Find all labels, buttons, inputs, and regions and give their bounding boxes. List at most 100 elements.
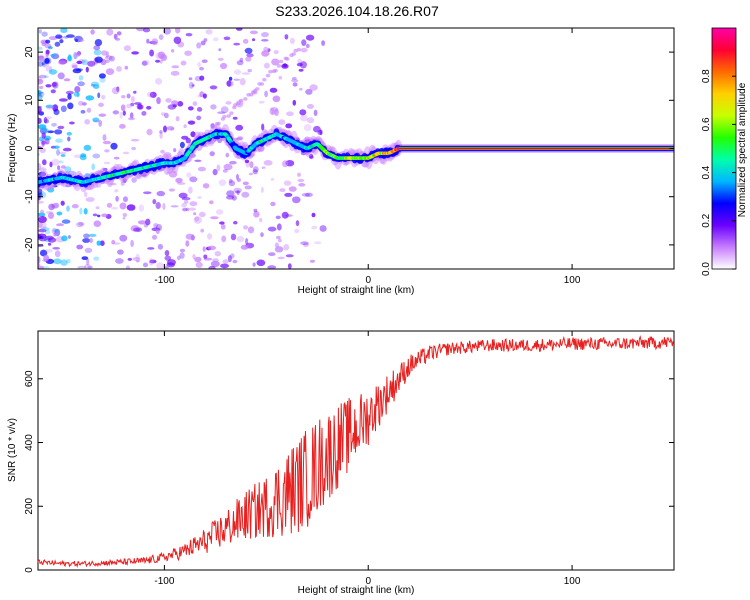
- noise-blob: [270, 107, 278, 113]
- noise-blob: [305, 88, 313, 95]
- noise-blob: [38, 74, 47, 79]
- noise-blob: [60, 154, 66, 157]
- noise-blob: [45, 235, 54, 241]
- noise-blob: [77, 265, 87, 269]
- noise-blob: [38, 61, 44, 67]
- noise-blob: [92, 153, 101, 159]
- noise-blob: [41, 62, 46, 66]
- spectrogram-y-label: Frequency (Hz): [7, 114, 18, 183]
- noise-blob: [93, 49, 102, 56]
- noise-blob: [271, 58, 280, 66]
- noise-blob: [123, 196, 128, 203]
- noise-blob: [40, 227, 50, 231]
- snr-panel: -100 0 100 0 200 400 600 Height of straight l…: [7, 330, 675, 596]
- noise-blob: [38, 93, 43, 101]
- noise-blob: [57, 72, 65, 80]
- noise-blob: [48, 212, 54, 220]
- noise-blob: [300, 241, 309, 246]
- noise-blob: [38, 163, 42, 171]
- noise-blob: [65, 184, 71, 188]
- noise-blob: [228, 76, 233, 81]
- noise-blob: [162, 202, 166, 211]
- noise-blob: [60, 200, 65, 206]
- noise-blob: [44, 58, 50, 64]
- noise-blob: [111, 87, 120, 95]
- noise-blob: [233, 221, 238, 225]
- noise-blob: [45, 84, 52, 88]
- noise-blob: [52, 247, 60, 250]
- noise-blob: [221, 235, 227, 243]
- noise-blob: [41, 132, 46, 139]
- noise-blob: [267, 226, 277, 232]
- noise-blob: [149, 91, 157, 98]
- streak-blob: [236, 101, 242, 106]
- streak-blob: [296, 47, 302, 52]
- x-tick-label: -100: [154, 576, 174, 587]
- noise-blob: [253, 208, 258, 213]
- noise-blob: [81, 102, 87, 106]
- noise-blob: [38, 29, 42, 34]
- noise-blob: [185, 233, 195, 240]
- noise-blob: [208, 265, 216, 269]
- noise-blob: [90, 29, 95, 35]
- noise-blob: [99, 240, 105, 246]
- noise-blob: [55, 138, 63, 143]
- streak-blob: [243, 97, 248, 101]
- colorbar-gradient: [711, 27, 737, 270]
- noise-blob: [245, 238, 249, 245]
- noise-blob: [123, 45, 131, 52]
- noise-blob: [165, 98, 172, 103]
- noise-blob: [160, 149, 165, 154]
- noise-blob: [283, 244, 290, 251]
- noise-blob: [67, 102, 74, 110]
- y-tick-label: 0: [24, 145, 35, 151]
- streak-blob: [278, 59, 284, 64]
- noise-blob: [275, 215, 281, 220]
- noise-blob: [306, 104, 314, 109]
- noise-blob: [96, 240, 102, 246]
- noise-blob: [53, 109, 60, 116]
- y-tick-label: 0: [24, 567, 35, 573]
- noise-blob: [220, 224, 226, 230]
- noise-blob: [130, 102, 135, 107]
- noise-blob: [263, 160, 273, 166]
- noise-blob: [226, 195, 235, 200]
- noise-blob: [58, 151, 67, 155]
- noise-blob: [86, 258, 90, 266]
- noise-blob: [130, 239, 134, 248]
- noise-blob: [172, 104, 177, 108]
- noise-blob: [210, 260, 220, 268]
- noise-blob: [79, 154, 87, 161]
- noise-blob: [60, 165, 66, 169]
- noise-blob: [75, 52, 81, 57]
- noise-blob: [134, 102, 142, 105]
- noise-blob: [159, 130, 163, 134]
- snr-series-line: [37, 335, 675, 568]
- streak-blob: [251, 90, 256, 94]
- noise-blob: [152, 199, 157, 205]
- noise-blob: [53, 258, 62, 265]
- noise-blob: [231, 195, 237, 201]
- noise-blob: [167, 259, 176, 266]
- noise-blob: [98, 73, 106, 79]
- noise-blob: [56, 211, 63, 216]
- noise-blob: [51, 82, 57, 87]
- noise-blob: [305, 34, 315, 41]
- streak-blob: [249, 92, 254, 97]
- noise-blob: [93, 220, 102, 227]
- noise-blob: [89, 237, 93, 244]
- noise-blob: [217, 57, 224, 61]
- noise-blob: [78, 222, 85, 226]
- noise-blob: [126, 93, 131, 99]
- noise-blob: [244, 159, 250, 164]
- noise-blob: [106, 28, 114, 36]
- noise-blob: [202, 246, 206, 252]
- noise-blob: [155, 59, 161, 63]
- noise-blob: [146, 38, 150, 44]
- noise-blob: [41, 140, 45, 147]
- noise-blob: [233, 187, 242, 193]
- noise-blob: [197, 61, 202, 68]
- noise-blob: [131, 51, 140, 55]
- noise-blob: [59, 39, 64, 44]
- noise-blob: [182, 207, 188, 212]
